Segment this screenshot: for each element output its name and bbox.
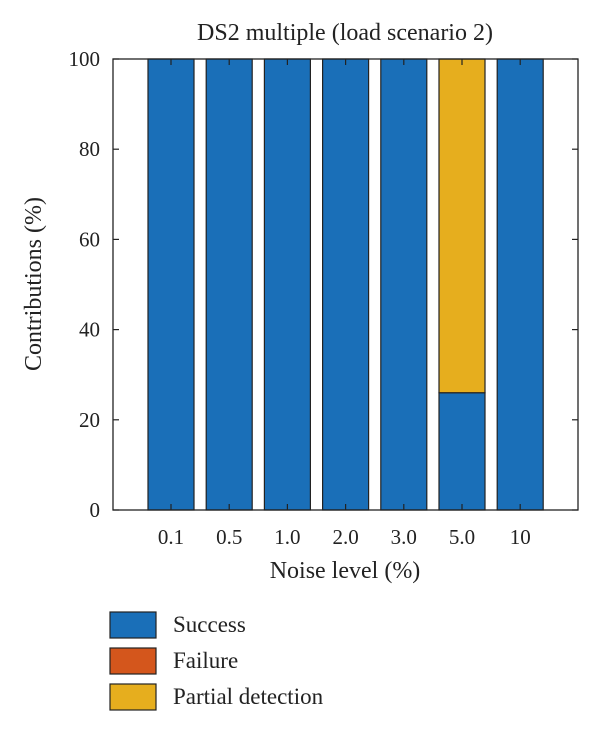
x-tick-label: 5.0 (449, 525, 475, 549)
x-tick-label: 1.0 (274, 525, 300, 549)
y-tick-label: 60 (79, 227, 100, 251)
bar-success-10 (496, 58, 544, 511)
legend-label-failure: Failure (173, 648, 238, 673)
y-tick-label: 100 (69, 47, 101, 71)
legend-label-partial-detection: Partial detection (173, 684, 324, 709)
x-tick-label: 0.1 (158, 525, 184, 549)
bars-group (147, 58, 544, 511)
y-tick-label: 20 (79, 408, 100, 432)
y-axis-label: Contributions (%) (21, 197, 47, 371)
legend-swatch-partial-detection (109, 683, 157, 711)
y-tick-label: 80 (79, 137, 100, 161)
x-tick-label: 0.5 (216, 525, 242, 549)
y-tick-label: 0 (90, 498, 101, 522)
y-tick-label: 40 (79, 318, 100, 342)
legend-swatch-success (109, 611, 157, 639)
bar-success-0_1 (147, 58, 195, 511)
x-axis: 0.1 0.5 1.0 2.0 3.0 5.0 10 (158, 59, 531, 549)
bar-success-3_0 (380, 58, 428, 511)
legend-label-success: Success (173, 612, 246, 637)
x-axis-label: Noise level (%) (270, 558, 421, 584)
y-axis: 0 20 40 60 80 100 (69, 47, 578, 522)
bar-partial-detection-5_0 (438, 58, 486, 394)
x-tick-label: 2.0 (332, 525, 358, 549)
x-tick-label: 3.0 (391, 525, 417, 549)
x-tick-label: 10 (510, 525, 531, 549)
legend-swatch-failure (109, 647, 157, 675)
bar-success-5_0 (438, 392, 486, 511)
legend: Success Failure Partial detection (109, 611, 324, 711)
bar-success-1_0 (263, 58, 311, 511)
chart-title: DS2 multiple (load scenario 2) (197, 20, 493, 46)
bar-success-0_5 (205, 58, 253, 511)
bar-success-2_0 (322, 58, 370, 511)
